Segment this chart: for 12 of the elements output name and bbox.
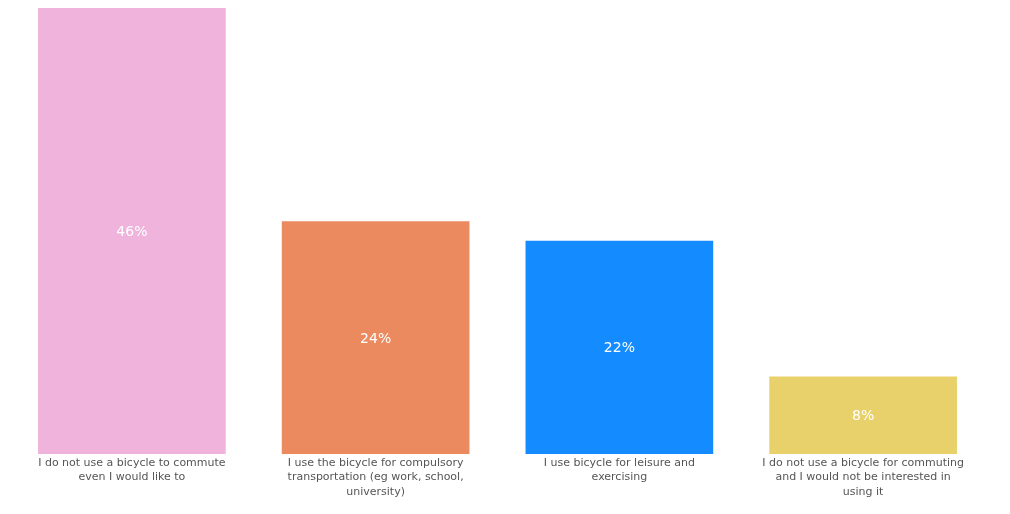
x-tick-label: I do not use a bicycle to commute even I would like to bbox=[38, 456, 226, 484]
bar bbox=[525, 240, 714, 454]
bar bbox=[769, 376, 957, 454]
data-label: 46% bbox=[116, 223, 148, 239]
x-tick-label: I use bicycle for leisure and exercising bbox=[543, 456, 695, 484]
data-label: 8% bbox=[852, 407, 875, 424]
bar bbox=[281, 221, 470, 454]
bar bbox=[38, 8, 226, 454]
x-tick-label: I use the bicycle for compulsory transportation (eg work, school, university) bbox=[287, 456, 465, 498]
data-label: 24% bbox=[360, 329, 392, 346]
data-label: 22% bbox=[603, 339, 635, 356]
x-tick-label: I do not use a bicycle for commuting and I would not be interested in using it bbox=[762, 456, 965, 498]
